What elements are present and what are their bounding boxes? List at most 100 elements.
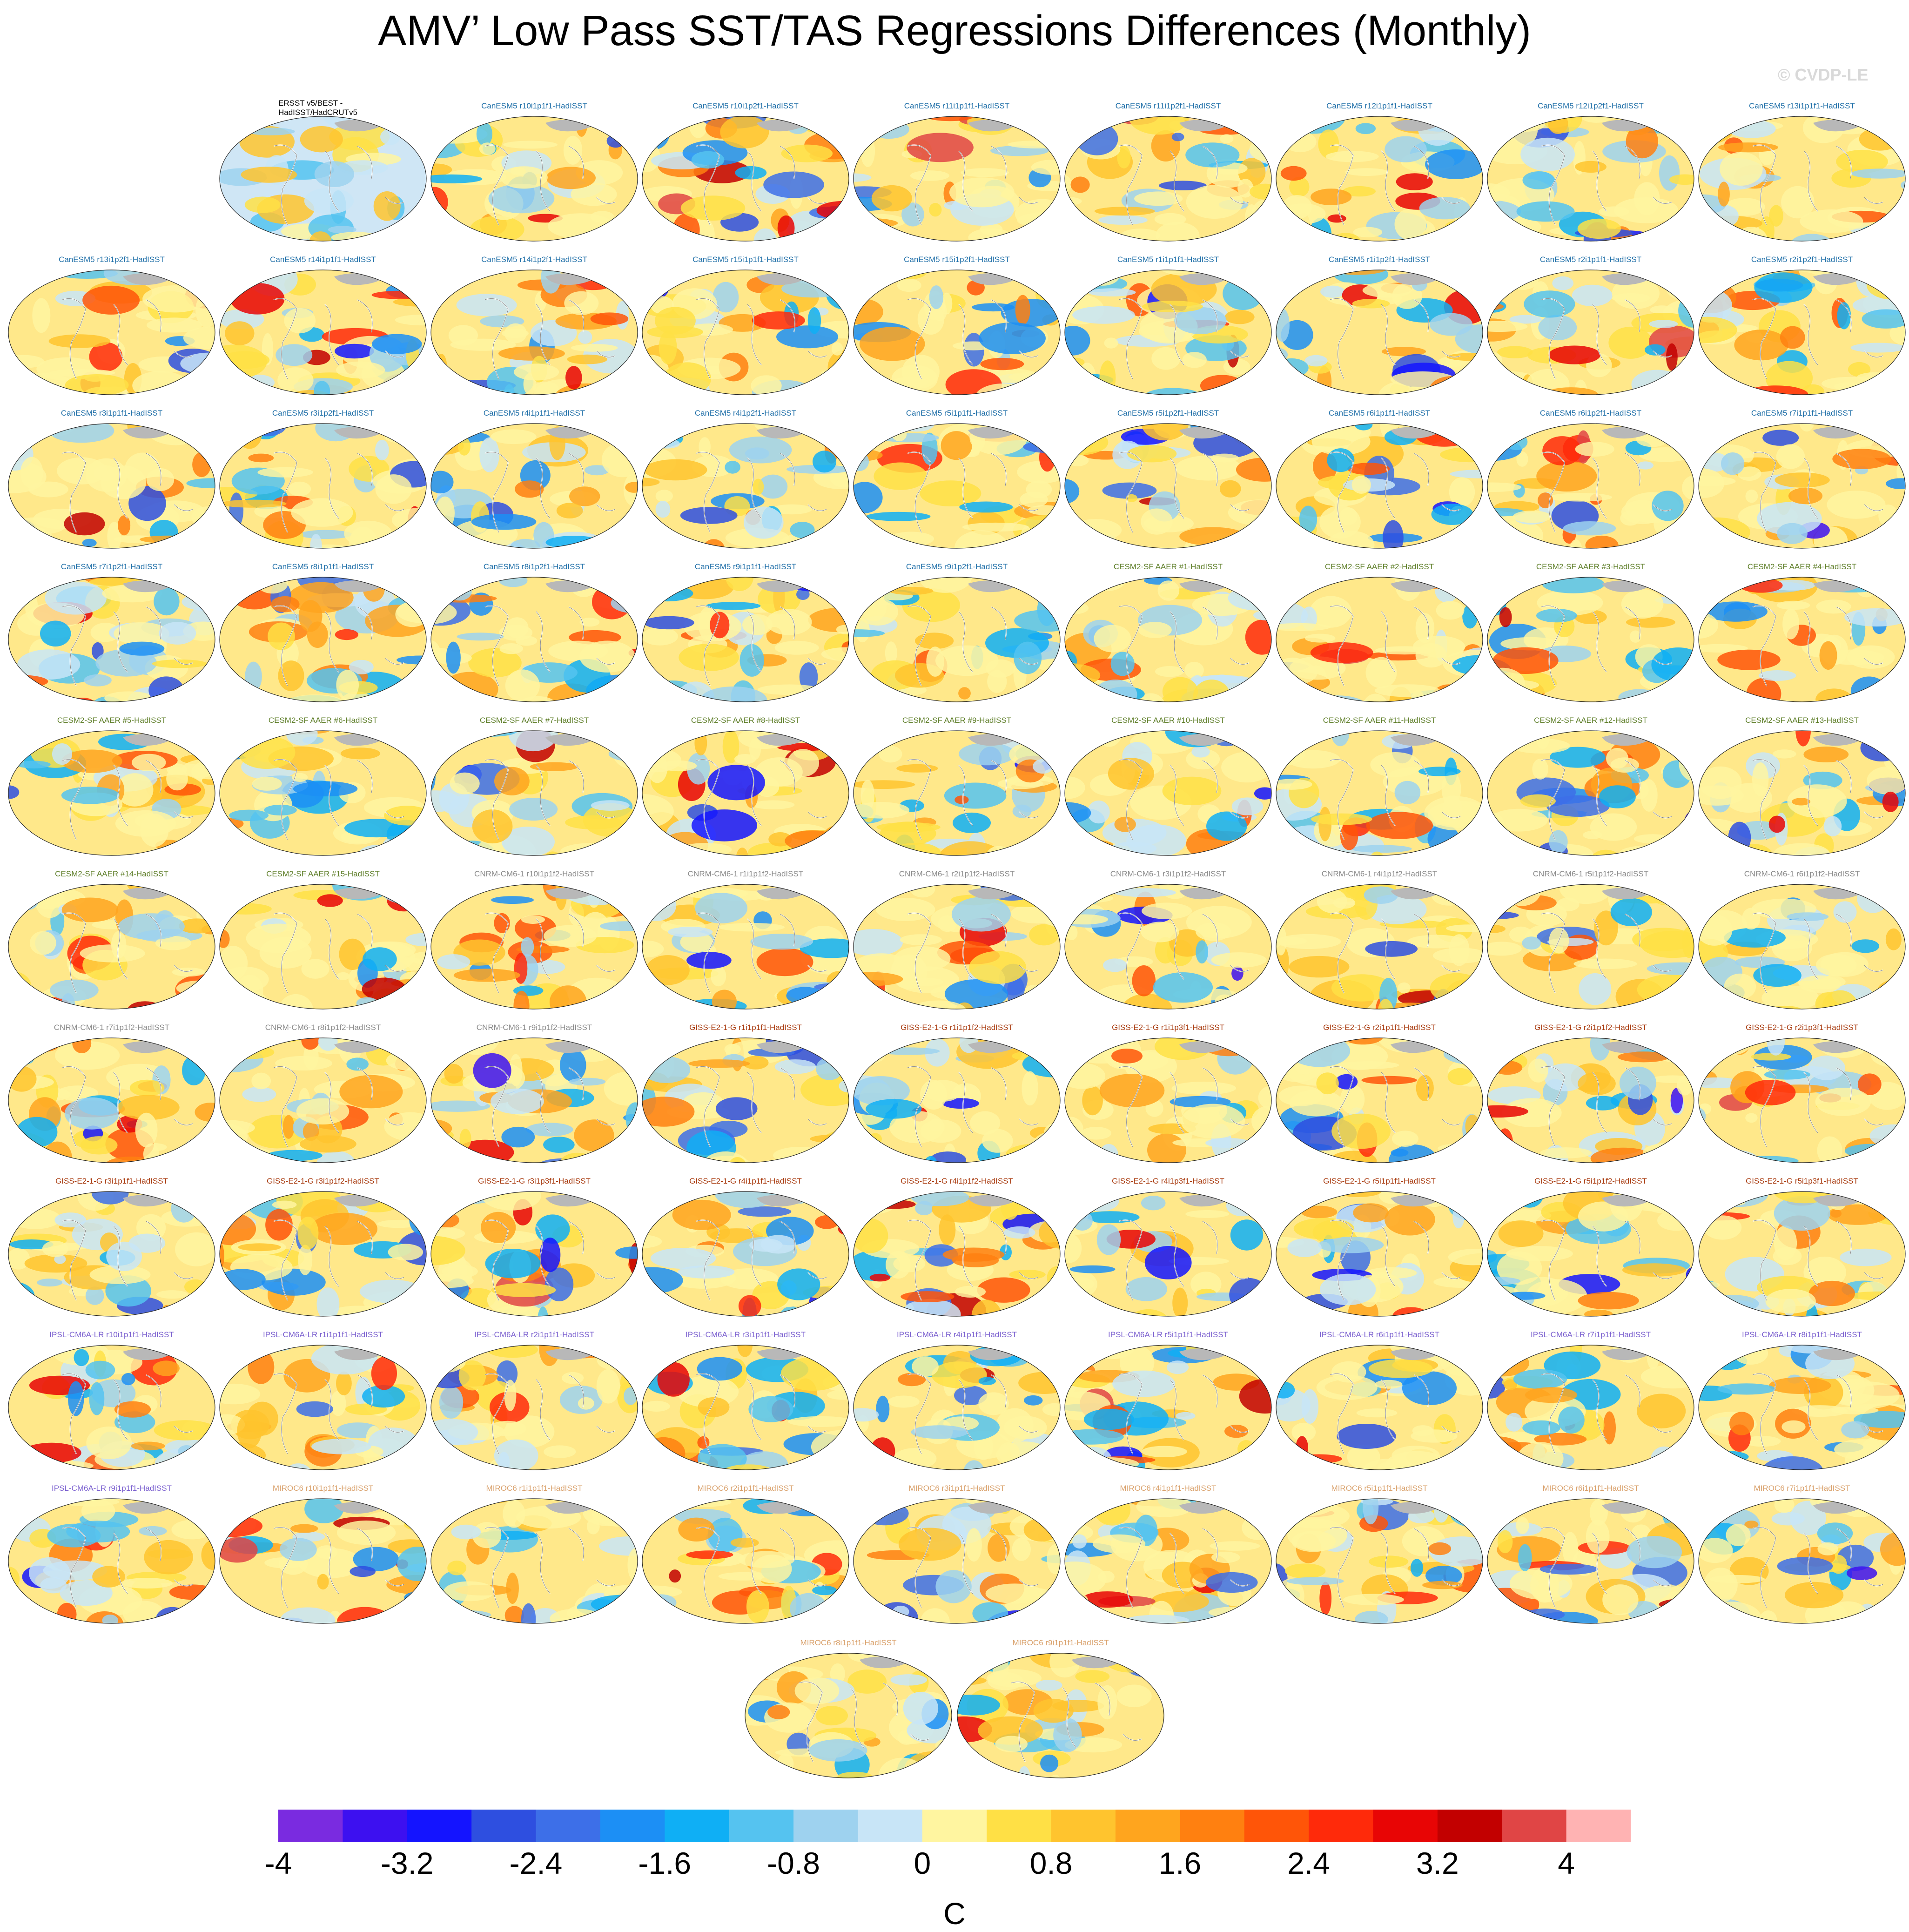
regression-map <box>853 269 1061 395</box>
map-panel: CanESM5 r11i1p2f1-HadISST <box>1063 101 1273 255</box>
panel-title: CNRM-CM6-1 r7i1p1f2-HadISST <box>54 1023 170 1032</box>
regression-map <box>642 730 849 856</box>
regression-map <box>642 116 849 242</box>
colorbar-tick-label: -0.8 <box>767 1846 820 1880</box>
regression-map <box>1064 730 1272 856</box>
regression-map <box>1276 1345 1483 1470</box>
panel-title: CESM2-SF AAER #3-HadISST <box>1536 562 1646 571</box>
map-panel: GISS-E2-1-G r4i1p1f2-HadISST <box>852 1177 1062 1330</box>
colorbar-tick-label: 1.6 <box>1158 1846 1202 1880</box>
regression-map <box>430 1191 638 1317</box>
panel-title: CanESM5 r9i1p2f1-HadISST <box>906 562 1008 571</box>
panel-title: CanESM5 r8i1p2f1-HadISST <box>483 562 585 571</box>
map-panel: CESM2-SF AAER #12-HadISST <box>1486 716 1696 869</box>
panel-title: IPSL-CM6A-LR r9i1p1f1-HadISST <box>52 1484 172 1493</box>
regression-map <box>1064 1037 1272 1163</box>
regression-map <box>1276 1498 1483 1624</box>
regression-map <box>1698 1498 1906 1624</box>
regression-map <box>957 1653 1164 1778</box>
map-panel: CESM2-SF AAER #1-HadISST <box>1063 562 1273 716</box>
colorbar-swatch <box>987 1810 1052 1842</box>
regression-map <box>1064 1345 1272 1470</box>
map-panel: CanESM5 r15i1p2f1-HadISST <box>852 255 1062 409</box>
panel-title: CESM2-SF AAER #10-HadISST <box>1111 716 1225 725</box>
map-panel: CNRM-CM6-1 r4i1p1f2-HadISST <box>1274 869 1485 1023</box>
map-panel: CanESM5 r13i1p1f1-HadISST <box>1697 101 1907 255</box>
panel-title: MIROC6 r8i1p1f1-HadISST <box>800 1638 897 1647</box>
map-panel: IPSL-CM6A-LR r9i1p1f1-HadISST <box>7 1484 217 1637</box>
colorbar-swatch <box>278 1810 343 1842</box>
map-panel: CanESM5 r2i1p2f1-HadISST <box>1697 255 1907 409</box>
map-panel: CanESM5 r8i1p2f1-HadISST <box>429 562 639 716</box>
colorbar-swatch <box>1244 1810 1309 1842</box>
regression-map <box>430 423 638 549</box>
regression-map <box>8 884 215 1010</box>
map-panel: CESM2-SF AAER #3-HadISST <box>1486 562 1696 716</box>
map-panel: CanESM5 r2i1p1f1-HadISST <box>1486 255 1696 409</box>
map-panel: CNRM-CM6-1 r2i1p1f2-HadISST <box>852 869 1062 1023</box>
map-panel: MIROC6 r9i1p1f1-HadISST <box>955 1638 1166 1792</box>
colorbar-tick-label: -4 <box>264 1846 292 1880</box>
map-panel: GISS-E2-1-G r2i1p1f2-HadISST <box>1486 1023 1696 1177</box>
panel-title: CESM2-SF AAER #9-HadISST <box>902 716 1012 725</box>
panel-title: CanESM5 r9i1p1f1-HadISST <box>694 562 797 571</box>
panel-title: CNRM-CM6-1 r4i1p1f2-HadISST <box>1321 869 1438 878</box>
regression-map <box>1698 1037 1906 1163</box>
map-panel: CanESM5 r7i1p1f1-HadISST <box>1697 409 1907 562</box>
map-panel: MIROC6 r8i1p1f1-HadISST <box>743 1638 954 1792</box>
map-panel: CNRM-CM6-1 r10i1p1f2-HadISST <box>429 869 639 1023</box>
panel-title: CanESM5 r13i1p2f1-HadISST <box>59 255 165 264</box>
regression-map <box>219 577 427 702</box>
map-panel: CanESM5 r13i1p2f1-HadISST <box>7 255 217 409</box>
panel-title: CESM2-SF AAER #11-HadISST <box>1323 716 1436 725</box>
colorbar-swatch <box>1502 1810 1567 1842</box>
regression-map <box>1276 423 1483 549</box>
map-panel: MIROC6 r3i1p1f1-HadISST <box>852 1484 1062 1637</box>
regression-map <box>8 1345 215 1470</box>
panel-title: CanESM5 r13i1p1f1-HadISST <box>1749 101 1855 110</box>
regression-map <box>1487 884 1694 1010</box>
colorbar-tick-label: -1.6 <box>638 1846 692 1880</box>
regression-map <box>642 1191 849 1317</box>
map-panel: GISS-E2-1-G r1i1p1f2-HadISST <box>852 1023 1062 1177</box>
regression-map <box>1487 730 1694 856</box>
colorbar-tick-label: 4 <box>1558 1846 1575 1880</box>
regression-map <box>219 730 427 856</box>
map-panel: GISS-E2-1-G r1i1p3f1-HadISST <box>1063 1023 1273 1177</box>
map-panel: CanESM5 r9i1p2f1-HadISST <box>852 562 1062 716</box>
regression-map <box>219 1037 427 1163</box>
panel-title: CESM2-SF AAER #7-HadISST <box>479 716 589 725</box>
panel-title: CanESM5 r11i1p1f1-HadISST <box>904 101 1010 110</box>
map-panel: CanESM5 r6i1p1f1-HadISST <box>1274 409 1485 562</box>
colorbar-swatch <box>1373 1810 1438 1842</box>
panel-title: IPSL-CM6A-LR r2i1p1f1-HadISST <box>474 1330 594 1339</box>
panel-title: CanESM5 r14i1p1f1-HadISST <box>270 255 376 264</box>
colorbar <box>278 1810 1631 1842</box>
panel-title: IPSL-CM6A-LR r3i1p1f1-HadISST <box>686 1330 806 1339</box>
panel-title: CanESM5 r3i1p2f1-HadISST <box>272 409 374 417</box>
map-panel: CNRM-CM6-1 r6i1p1f2-HadISST <box>1697 869 1907 1023</box>
panel-title: CanESM5 r3i1p1f1-HadISST <box>60 409 163 417</box>
panel-title: CanESM5 r5i1p2f1-HadISST <box>1117 409 1219 417</box>
panel-title: CanESM5 r8i1p1f1-HadISST <box>272 562 374 571</box>
panel-title: GISS-E2-1-G r4i1p3f1-HadISST <box>1112 1177 1224 1185</box>
panel-title: GISS-E2-1-G r1i1p3f1-HadISST <box>1112 1023 1224 1032</box>
colorbar-swatch <box>858 1810 923 1842</box>
regression-map <box>1698 730 1906 856</box>
panel-title: IPSL-CM6A-LR r1i1p1f1-HadISST <box>263 1330 383 1339</box>
regression-map <box>853 1498 1061 1624</box>
panel-title: CESM2-SF AAER #1-HadISST <box>1113 562 1223 571</box>
regression-map <box>1698 1345 1906 1470</box>
regression-map <box>1487 269 1694 395</box>
colorbar-tick-label: 0.8 <box>1029 1846 1073 1880</box>
regression-map <box>1064 269 1272 395</box>
panel-title: GISS-E2-1-G r2i1p1f1-HadISST <box>1323 1023 1436 1032</box>
figure-title: AMV’ Low Pass SST/TAS Regressions Differ… <box>377 7 1532 54</box>
regression-map <box>430 116 638 242</box>
regression-map <box>8 269 215 395</box>
map-panel: CanESM5 r10i1p2f1-HadISST <box>640 101 851 255</box>
regression-map <box>1064 1498 1272 1624</box>
regression-map <box>1487 577 1694 702</box>
regression-map <box>1276 1037 1483 1163</box>
panel-title: GISS-E2-1-G r5i1p1f1-HadISST <box>1323 1177 1436 1185</box>
